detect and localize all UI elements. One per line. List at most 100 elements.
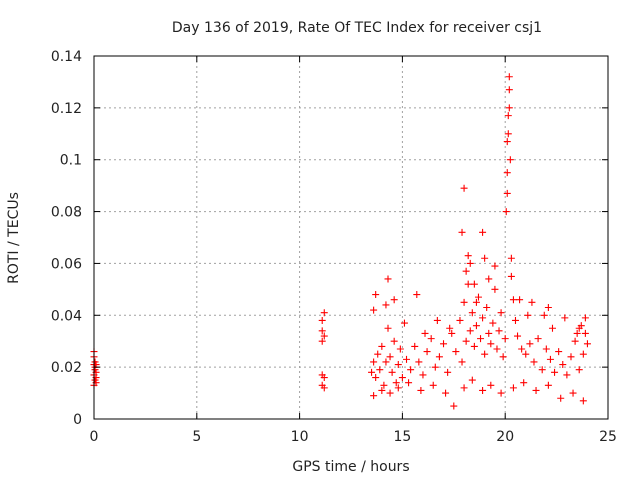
data-point xyxy=(544,304,552,312)
data-point xyxy=(559,361,567,369)
x-tick-label: 25 xyxy=(599,429,617,445)
data-point xyxy=(372,291,380,299)
data-point xyxy=(479,386,487,394)
data-point xyxy=(505,86,513,94)
data-point xyxy=(518,345,526,353)
data-point xyxy=(464,280,472,288)
data-point xyxy=(548,324,556,332)
x-tick-label: 5 xyxy=(192,429,201,445)
data-point xyxy=(407,366,415,374)
data-point xyxy=(460,298,468,306)
y-tick-label: 0 xyxy=(73,412,82,428)
data-point xyxy=(499,353,507,361)
data-point xyxy=(421,329,429,337)
data-point xyxy=(450,402,458,410)
data-point xyxy=(546,355,554,363)
data-point xyxy=(507,254,515,262)
data-point xyxy=(489,319,497,327)
data-point xyxy=(516,296,524,304)
data-point xyxy=(505,104,513,112)
data-point xyxy=(372,374,380,382)
data-point xyxy=(528,298,536,306)
data-point xyxy=(320,309,328,317)
data-point xyxy=(581,329,589,337)
data-point xyxy=(487,340,495,348)
data-point xyxy=(415,358,423,366)
data-point xyxy=(400,319,408,327)
data-point xyxy=(433,316,441,324)
data-point xyxy=(370,392,378,400)
data-point xyxy=(530,358,538,366)
data-point xyxy=(571,337,579,345)
data-point xyxy=(318,316,326,324)
data-point xyxy=(458,228,466,236)
data-point xyxy=(403,355,411,363)
data-point xyxy=(370,358,378,366)
data-point xyxy=(446,324,454,332)
data-point xyxy=(448,329,456,337)
y-tick-label: 0.02 xyxy=(51,360,82,376)
data-point xyxy=(485,275,493,283)
y-tick-label: 0.04 xyxy=(51,308,82,324)
data-point xyxy=(318,337,326,345)
data-point xyxy=(479,228,487,236)
data-point xyxy=(427,335,435,343)
data-point xyxy=(474,293,482,301)
data-points xyxy=(90,73,591,410)
data-point xyxy=(477,335,485,343)
data-point xyxy=(493,345,501,353)
data-point xyxy=(374,350,382,358)
x-tick-label: 20 xyxy=(496,429,514,445)
data-point xyxy=(542,345,550,353)
data-point xyxy=(579,397,587,405)
data-point xyxy=(466,259,474,267)
data-point xyxy=(440,340,448,348)
data-point xyxy=(524,311,532,319)
data-point xyxy=(370,306,378,314)
data-point xyxy=(491,262,499,270)
data-point xyxy=(479,314,487,322)
data-point xyxy=(384,324,392,332)
y-tick-label: 0.12 xyxy=(51,101,82,117)
data-point xyxy=(504,130,512,138)
data-point xyxy=(507,272,515,280)
data-point xyxy=(390,337,398,345)
data-point xyxy=(470,342,478,350)
data-point xyxy=(320,384,328,392)
data-point xyxy=(502,208,510,216)
data-point xyxy=(458,358,466,366)
data-point xyxy=(497,389,505,397)
data-point xyxy=(419,371,427,379)
data-point xyxy=(472,298,480,306)
data-point xyxy=(468,309,476,317)
data-point xyxy=(504,112,512,120)
data-point xyxy=(429,381,437,389)
data-point xyxy=(382,301,390,309)
data-point xyxy=(442,389,450,397)
data-point xyxy=(386,389,394,397)
data-point xyxy=(583,340,591,348)
data-point xyxy=(509,384,517,392)
data-point xyxy=(575,324,583,332)
data-point xyxy=(417,386,425,394)
data-point xyxy=(532,386,540,394)
data-point xyxy=(460,184,468,192)
data-point xyxy=(485,329,493,337)
data-point xyxy=(460,384,468,392)
data-point xyxy=(505,73,513,81)
data-point xyxy=(462,267,470,275)
data-point xyxy=(384,275,392,283)
data-point xyxy=(378,386,386,394)
data-point xyxy=(462,337,470,345)
y-tick-label: 0.06 xyxy=(51,256,82,272)
data-point xyxy=(567,353,575,361)
data-point xyxy=(368,368,376,376)
data-point xyxy=(481,254,489,262)
data-point xyxy=(495,327,503,335)
data-point xyxy=(466,327,474,335)
data-point xyxy=(376,366,384,374)
data-point xyxy=(540,311,548,319)
y-axis-label: ROTI / TECUs xyxy=(6,192,22,284)
x-tick-label: 0 xyxy=(90,429,99,445)
